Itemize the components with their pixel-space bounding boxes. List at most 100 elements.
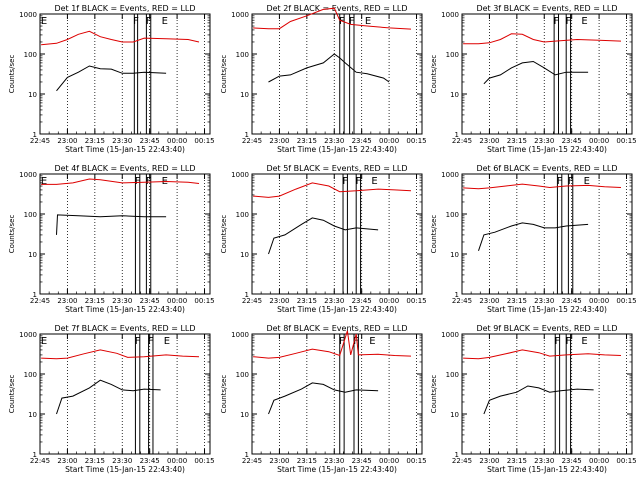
detector-panel-8: Det 8f BLACK = Events, RED = LLD 1 10 100 10… — [220, 324, 427, 474]
x-tick-label: 00:15 — [616, 297, 636, 305]
flag-label: F — [568, 176, 574, 187]
series-line-events — [483, 60, 589, 85]
x-tick-label: 00:15 — [194, 297, 214, 305]
x-axis-label: Start Time (15-Jan-15 22:43:40) — [65, 145, 185, 154]
x-tick-label: 22:45 — [452, 297, 472, 305]
plot-frame — [461, 13, 633, 135]
y-axis-label: Counts/sec — [8, 55, 16, 94]
x-axis-label: Start Time (15-Jan-15 22:43:40) — [277, 305, 397, 314]
y-tick-label: 100 — [24, 371, 37, 379]
flag-label: E — [41, 176, 47, 187]
y-tick-label: 100 — [24, 211, 37, 219]
y-tick-label: 1 — [245, 291, 249, 299]
y-tick-label: 1 — [245, 131, 249, 139]
x-tick-label: 23:00 — [57, 137, 77, 145]
series-line-events — [268, 53, 390, 83]
y-tick-label: 10 — [28, 411, 37, 419]
y-tick-label: 10 — [240, 91, 249, 99]
x-tick-label: 23:00 — [479, 457, 499, 465]
x-tick-label: 00:15 — [406, 297, 426, 305]
flag-label: F — [349, 16, 355, 27]
x-axis-label: Start Time (15-Jan-15 22:43:40) — [277, 145, 397, 154]
panel-title: Det 6f BLACK = Events, RED = LLD — [476, 164, 617, 173]
x-tick-label: 23:00 — [269, 457, 289, 465]
flag-label: E — [41, 16, 47, 27]
panel-title: Det 3f BLACK = Events, RED = LLD — [476, 4, 617, 13]
flag-label: E — [41, 336, 47, 347]
flag-label: F — [566, 16, 572, 27]
y-tick-label: 10 — [240, 411, 249, 419]
x-tick-label: 23:15 — [85, 137, 105, 145]
x-tick-label: 23:30 — [324, 137, 344, 145]
y-tick-label: 1 — [245, 451, 249, 459]
plot-frame — [251, 333, 423, 455]
x-tick-label: 00:00 — [379, 457, 399, 465]
flag-label: E — [371, 176, 377, 187]
y-tick-label: 10 — [450, 411, 459, 419]
y-axis-label: Counts/sec — [430, 55, 438, 94]
detector-panel-1: Det 1f BLACK = Events, RED = LLD 1 10 100 10… — [8, 4, 215, 154]
detector-panel-3: Det 3f BLACK = Events, RED = LLD 1 10 100 10… — [430, 4, 637, 154]
y-tick-label: 10 — [450, 251, 459, 259]
plot-frame — [461, 333, 633, 455]
y-tick-label: 1000 — [441, 171, 459, 179]
x-tick-label: 23:45 — [140, 137, 160, 145]
x-tick-label: 22:45 — [242, 137, 262, 145]
plot-frame — [39, 13, 211, 135]
x-tick-label: 23:15 — [507, 457, 527, 465]
flag-label: E — [369, 336, 375, 347]
x-axis-label: Start Time (15-Jan-15 22:43:40) — [65, 465, 185, 474]
x-tick-label: 23:30 — [534, 457, 554, 465]
series-line-lld — [253, 182, 412, 198]
x-tick-label: 23:30 — [112, 137, 132, 145]
x-tick-label: 23:30 — [112, 457, 132, 465]
y-tick-label: 10 — [28, 251, 37, 259]
x-tick-label: 23:00 — [479, 137, 499, 145]
x-tick-label: 00:15 — [406, 137, 426, 145]
y-tick-label: 1000 — [441, 11, 459, 19]
x-tick-label: 23:15 — [297, 297, 317, 305]
x-tick-label: 23:15 — [85, 457, 105, 465]
series-line-events — [483, 385, 594, 415]
x-tick-label: 23:30 — [112, 297, 132, 305]
x-axis-label: Start Time (15-Jan-15 22:43:40) — [277, 465, 397, 474]
x-tick-label: 23:00 — [269, 297, 289, 305]
x-tick-label: 00:00 — [379, 297, 399, 305]
x-tick-label: 22:45 — [452, 457, 472, 465]
x-tick-label: 22:45 — [242, 457, 262, 465]
y-axis-label: Counts/sec — [220, 215, 228, 254]
y-tick-label: 10 — [450, 91, 459, 99]
x-tick-label: 23:30 — [324, 457, 344, 465]
y-axis-label: Counts/sec — [220, 375, 228, 414]
flag-label: F — [353, 336, 359, 347]
y-tick-label: 1 — [33, 131, 37, 139]
panel-title: Det 8f BLACK = Events, RED = LLD — [266, 324, 407, 333]
x-tick-label: 23:15 — [297, 457, 317, 465]
series-line-events — [56, 214, 167, 235]
y-tick-label: 1000 — [441, 331, 459, 339]
x-tick-label: 23:30 — [534, 297, 554, 305]
flag-label: F — [146, 176, 152, 187]
series-line-lld — [41, 349, 200, 360]
y-tick-label: 1000 — [231, 171, 249, 179]
flag-label: F — [135, 336, 141, 347]
x-tick-label: 00:00 — [379, 137, 399, 145]
flag-label: F — [553, 16, 559, 27]
x-tick-label: 00:00 — [589, 297, 609, 305]
y-tick-label: 10 — [28, 91, 37, 99]
x-axis-label: Start Time (15-Jan-15 22:43:40) — [487, 305, 607, 314]
flag-label: F — [133, 16, 139, 27]
y-tick-label: 100 — [236, 211, 249, 219]
y-tick-label: 1000 — [19, 331, 37, 339]
y-axis-label: Counts/sec — [8, 375, 16, 414]
y-tick-label: 100 — [446, 51, 459, 59]
series-line-lld — [253, 7, 412, 30]
x-tick-label: 00:15 — [616, 137, 636, 145]
flag-label: F — [342, 176, 348, 187]
flag-label: F — [566, 336, 572, 347]
y-tick-label: 100 — [24, 51, 37, 59]
flag-label: F — [555, 336, 561, 347]
y-axis-label: Counts/sec — [220, 55, 228, 94]
x-tick-label: 00:00 — [167, 297, 187, 305]
